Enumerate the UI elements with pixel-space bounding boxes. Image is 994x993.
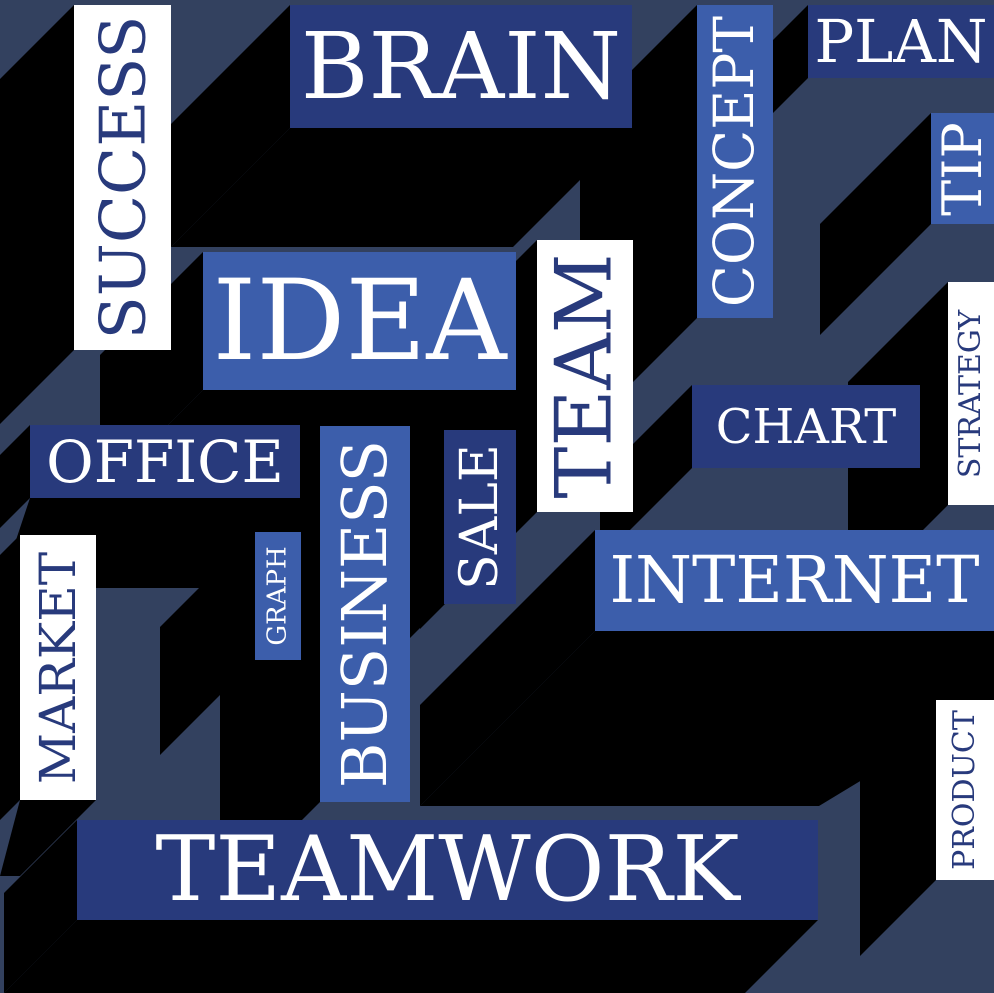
word-chart: CHART: [692, 385, 920, 468]
shadow-product: [860, 700, 936, 956]
word-team: TEAM: [537, 240, 633, 512]
shadow-market: [0, 535, 20, 820]
word-office: OFFICE: [30, 425, 300, 498]
word-graph: GRAPH: [255, 532, 301, 660]
word-sale: SALE: [444, 430, 516, 604]
word-concept-label: CONCEPT: [702, 15, 767, 308]
shadow-graph: [160, 532, 255, 755]
shadow-teamwork: [4, 820, 77, 993]
word-office-label: OFFICE: [46, 427, 284, 496]
word-concept: CONCEPT: [697, 5, 773, 318]
word-brain: BRAIN: [290, 5, 632, 128]
word-tip-label: TIP: [931, 121, 994, 216]
word-market: MARKET: [20, 535, 96, 800]
shadow-teamwork-base: [4, 920, 818, 993]
shadow-chart: [600, 385, 692, 560]
word-internet-label: INTERNET: [609, 543, 980, 618]
word-market-label: MARKET: [29, 551, 87, 784]
word-success: SUCCESS: [74, 5, 171, 350]
shadow-office: [0, 425, 30, 528]
word-strategy: STRATEGY: [948, 282, 994, 505]
word-idea: IDEA: [203, 252, 516, 390]
shadow-success: [0, 5, 74, 424]
word-plan: PLAN: [808, 5, 994, 78]
word-business: BUSINESS: [320, 426, 410, 802]
word-plan-label: PLAN: [814, 7, 988, 76]
word-sale-label: SALE: [450, 444, 511, 590]
word-success-label: SUCCESS: [86, 15, 160, 340]
word-business-label: BUSINESS: [328, 439, 401, 789]
word-product: PRODUCT: [936, 700, 994, 880]
shadow-brain: [171, 5, 290, 247]
word-teamwork-label: TEAMWORK: [155, 820, 740, 920]
word-teamwork: TEAMWORK: [77, 820, 818, 920]
word-strategy-label: STRATEGY: [953, 309, 989, 478]
shadow-internet: [420, 530, 595, 806]
word-brain-label: BRAIN: [300, 12, 622, 120]
word-chart-label: CHART: [715, 398, 897, 455]
word-idea-label: IDEA: [212, 256, 507, 386]
shadow-tip: [820, 113, 931, 335]
word-graph-label: GRAPH: [263, 546, 294, 646]
shadow-internet-base: [420, 631, 994, 806]
shadow-brain-base: [171, 128, 632, 247]
word-internet: INTERNET: [595, 530, 994, 631]
word-product-label: PRODUCT: [947, 710, 983, 870]
word-team-label: TEAM: [540, 253, 631, 499]
shadow-market-base: [0, 800, 96, 876]
word-tip: TIP: [931, 113, 994, 224]
